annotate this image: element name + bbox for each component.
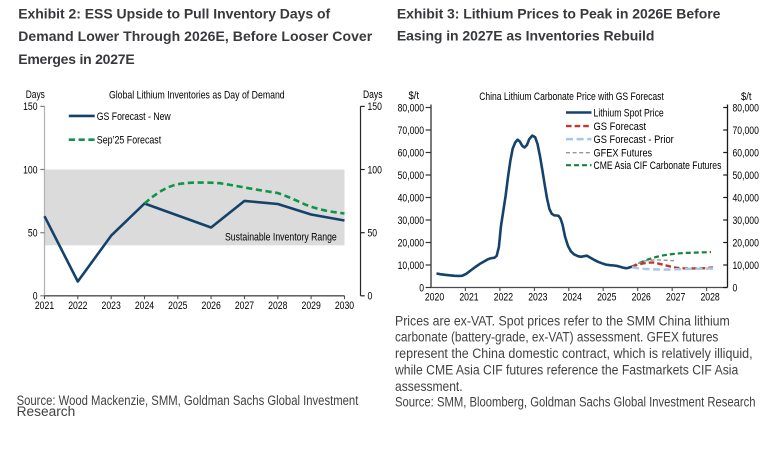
svg-text:Sep’25 Forecast: Sep’25 Forecast	[97, 135, 162, 147]
svg-text:2022: 2022	[68, 300, 87, 312]
svg-text:Exhibit 3: Lithium Prices to P: Exhibit 3: Lithium Prices to Peak in 202…	[397, 6, 721, 22]
svg-text:50,000: 50,000	[398, 170, 425, 182]
svg-text:2026: 2026	[632, 292, 652, 304]
svg-text:80,000: 80,000	[733, 102, 760, 114]
svg-text:China Lithium Carbonate Price: China Lithium Carbonate Price with GS Fo…	[479, 91, 664, 103]
svg-text:Research: Research	[17, 404, 76, 419]
svg-text:$/t: $/t	[409, 90, 420, 102]
svg-text:50: 50	[368, 228, 378, 240]
svg-text:CME Asia CIF Carbonate Futures: CME Asia CIF Carbonate Futures	[594, 160, 722, 172]
svg-text:represent the China domestic c: represent the China domestic contract, w…	[395, 345, 753, 361]
svg-text:30,000: 30,000	[733, 215, 760, 227]
svg-text:Lithium Spot Price: Lithium Spot Price	[594, 108, 665, 120]
svg-text:2025: 2025	[168, 300, 188, 312]
svg-text:40,000: 40,000	[733, 192, 760, 204]
svg-text:GS Forecast - New: GS Forecast - New	[97, 111, 172, 123]
svg-text:2025: 2025	[597, 292, 617, 304]
svg-text:150: 150	[23, 101, 38, 113]
svg-text:$/t: $/t	[741, 91, 752, 103]
svg-text:2020: 2020	[425, 292, 445, 304]
svg-text:GFEX Futures: GFEX Futures	[594, 148, 653, 160]
svg-text:50,000: 50,000	[733, 170, 760, 182]
svg-text:80,000: 80,000	[398, 102, 425, 114]
svg-text:2023: 2023	[528, 292, 548, 304]
svg-text:0: 0	[419, 282, 424, 294]
svg-text:Exhibit 2: ESS Upside to Pull: Exhibit 2: ESS Upside to Pull Inventory …	[18, 6, 330, 22]
svg-text:2026: 2026	[202, 300, 222, 312]
svg-text:while CME Asia CIF futures ref: while CME Asia CIF futures reference the…	[394, 362, 739, 378]
svg-text:Sustainable Inventory Range: Sustainable Inventory Range	[225, 231, 337, 243]
svg-text:10,000: 10,000	[733, 260, 760, 272]
svg-text:0: 0	[733, 282, 738, 294]
svg-text:10,000: 10,000	[398, 260, 425, 272]
svg-text:100: 100	[368, 164, 383, 176]
svg-text:60,000: 60,000	[398, 147, 425, 159]
svg-text:GS Forecast: GS Forecast	[594, 121, 647, 133]
svg-text:Emerges in 2027E: Emerges in 2027E	[18, 51, 135, 67]
svg-text:40,000: 40,000	[398, 192, 425, 204]
svg-text:2027: 2027	[235, 300, 254, 312]
svg-text:Demand Lower Through 2026E, Be: Demand Lower Through 2026E, Before Loose…	[18, 28, 373, 44]
svg-text:2021: 2021	[35, 300, 55, 312]
svg-text:assessment.: assessment.	[395, 378, 463, 394]
svg-text:30,000: 30,000	[398, 215, 425, 227]
svg-text:Global Lithium Inventories as: Global Lithium Inventories as Day of Dem…	[109, 90, 285, 102]
svg-text:100: 100	[23, 164, 38, 176]
svg-text:60,000: 60,000	[733, 147, 760, 159]
svg-text:2024: 2024	[135, 300, 155, 312]
svg-text:70,000: 70,000	[398, 125, 425, 137]
svg-text:2024: 2024	[563, 292, 583, 304]
svg-text:Days: Days	[363, 89, 383, 101]
svg-text:carbonate (battery-grade, ex-V: carbonate (battery-grade, ex-VAT) assess…	[395, 329, 718, 345]
svg-text:2023: 2023	[102, 300, 122, 312]
svg-text:70,000: 70,000	[733, 125, 760, 137]
svg-text:20,000: 20,000	[733, 237, 760, 249]
svg-text:2021: 2021	[459, 292, 479, 304]
svg-text:2028: 2028	[268, 300, 288, 312]
svg-text:2022: 2022	[494, 292, 513, 304]
svg-text:Days: Days	[26, 89, 45, 101]
svg-text:2027: 2027	[666, 292, 685, 304]
svg-text:0: 0	[33, 291, 38, 303]
svg-text:2029: 2029	[301, 300, 321, 312]
svg-text:2030: 2030	[335, 300, 355, 312]
svg-text:20,000: 20,000	[398, 237, 425, 249]
svg-text:Easing in 2027E as Inventories: Easing in 2027E as Inventories Rebuild	[397, 28, 655, 44]
svg-text:GS Forecast - Prior: GS Forecast - Prior	[594, 134, 675, 146]
svg-text:150: 150	[368, 101, 383, 113]
svg-text:Prices are ex-VAT. Spot prices: Prices are ex-VAT. Spot prices refer to …	[395, 313, 730, 329]
svg-text:50: 50	[28, 228, 38, 240]
svg-text:0: 0	[368, 291, 373, 303]
svg-text:2028: 2028	[700, 292, 720, 304]
svg-text:Source: SMM, Bloomberg, Goldma: Source: SMM, Bloomberg, Goldman Sachs Gl…	[395, 395, 756, 410]
svg-text:Source: Wood Mackenzie, SMM, G: Source: Wood Mackenzie, SMM, Goldman Sac…	[17, 393, 359, 408]
